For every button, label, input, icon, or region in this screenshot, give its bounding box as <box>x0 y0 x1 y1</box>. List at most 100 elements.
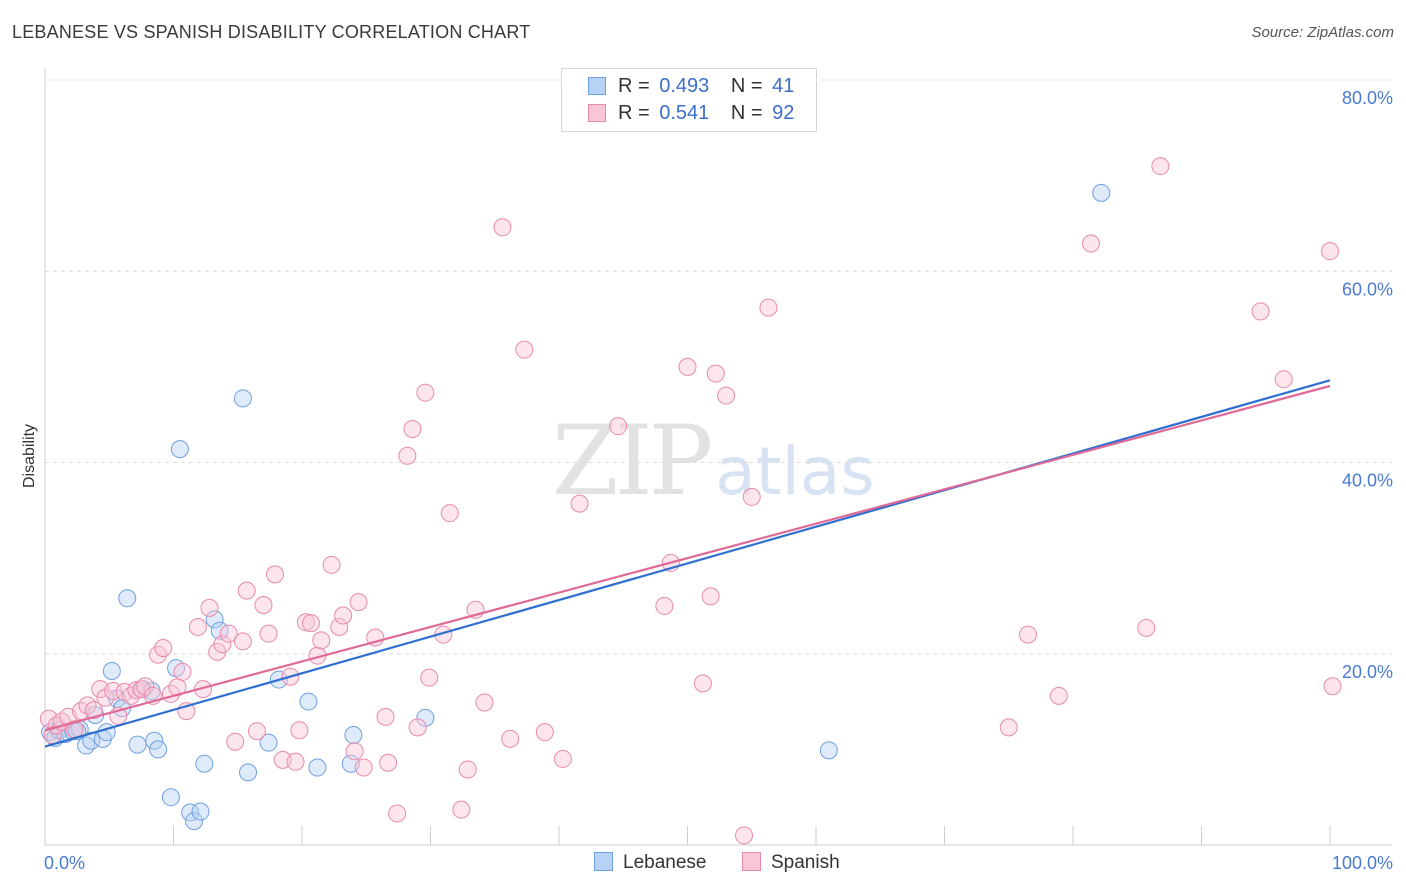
point-spanish <box>200 598 219 617</box>
point-spanish <box>1137 618 1156 637</box>
point-lebanese <box>205 610 224 629</box>
point-spanish <box>266 565 285 584</box>
point-spanish <box>553 749 572 768</box>
point-spanish <box>219 624 238 643</box>
point-spanish <box>1081 234 1100 253</box>
legend-r-label: R = <box>618 102 650 124</box>
point-spanish <box>1151 157 1170 176</box>
point-lebanese <box>308 758 327 777</box>
legend-n-label: N = <box>730 102 763 124</box>
point-lebanese <box>170 440 189 459</box>
point-spanish <box>376 707 395 726</box>
point-spanish <box>1321 242 1339 261</box>
point-spanish <box>188 617 207 636</box>
point-spanish <box>735 826 754 845</box>
point-spanish <box>515 340 534 359</box>
point-spanish <box>259 624 278 643</box>
bottom-legend-label-spanish: Spanish <box>771 852 840 873</box>
point-spanish <box>84 701 103 720</box>
trend-line-spanish <box>44 384 1331 732</box>
point-spanish <box>233 632 252 651</box>
point-lebanese <box>181 803 200 822</box>
point-lebanese <box>416 708 435 727</box>
point-spanish <box>388 804 407 823</box>
point-spanish <box>420 668 439 687</box>
point-spanish <box>408 718 427 737</box>
point-spanish <box>452 800 471 819</box>
point-lebanese <box>161 788 180 807</box>
y-tick-label: 80.0% <box>1342 88 1393 108</box>
point-spanish <box>330 617 349 636</box>
bottom-legend-swatch-spanish <box>742 852 761 871</box>
point-spanish <box>322 555 341 574</box>
bottom-legend-lebanese: Lebanese <box>594 852 706 874</box>
point-spanish <box>655 596 674 615</box>
watermark-atlas: atlas <box>715 433 875 510</box>
point-spanish <box>379 753 398 772</box>
point-spanish <box>354 758 373 777</box>
bottom-legend-swatch-lebanese <box>594 852 613 871</box>
point-spanish <box>759 298 778 317</box>
point-spanish <box>1274 370 1293 389</box>
point-spanish <box>248 722 267 741</box>
trend-line-lebanese <box>44 379 1331 748</box>
point-spanish <box>570 494 589 513</box>
y-tick-label: 60.0% <box>1342 279 1393 299</box>
legend-r-value: 0.493 <box>659 75 710 97</box>
point-spanish <box>706 364 725 383</box>
point-spanish <box>416 383 435 402</box>
point-spanish <box>154 639 173 658</box>
x-tick-label: 100.0% <box>1332 853 1393 873</box>
bottom-legend-spanish: Spanish <box>742 852 840 874</box>
point-lebanese <box>191 802 210 821</box>
trend-lines <box>44 379 1331 748</box>
point-spanish <box>345 742 364 761</box>
point-spanish <box>122 686 141 705</box>
axes <box>44 68 1392 846</box>
watermark: ZIPatlas <box>552 405 875 517</box>
point-spanish <box>693 674 712 693</box>
point-spanish <box>1251 302 1270 321</box>
point-spanish <box>440 504 459 523</box>
point-spanish <box>501 729 520 748</box>
y-tick-label: 40.0% <box>1342 471 1393 491</box>
legend-swatch-lebanese <box>588 77 606 95</box>
point-spanish <box>349 593 368 612</box>
y-axis-title: Disability <box>21 424 38 488</box>
point-lebanese <box>299 692 318 711</box>
point-spanish <box>717 386 736 405</box>
point-lebanese <box>819 741 838 760</box>
point-spanish <box>678 357 697 376</box>
legend-swatch-spanish <box>588 104 606 122</box>
point-lebanese <box>344 726 363 745</box>
point-lebanese <box>185 812 204 831</box>
source-label: Source: ZipAtlas.com <box>1251 24 1394 41</box>
point-spanish <box>296 613 315 632</box>
point-spanish <box>403 420 422 439</box>
point-spanish <box>458 760 477 779</box>
point-spanish <box>290 721 309 740</box>
y-tick-label: 20.0% <box>1342 662 1393 682</box>
point-spanish <box>398 446 417 465</box>
legend-n-value: 41 <box>772 75 795 97</box>
point-spanish <box>254 595 273 614</box>
legend-r-label: R = <box>618 75 650 97</box>
point-spanish <box>475 693 494 712</box>
series-lebanese-points <box>41 183 1111 831</box>
point-spanish <box>312 631 331 650</box>
watermark-zip: ZIP <box>552 405 713 517</box>
chart-title: LEBANESE VS SPANISH DISABILITY CORRELATI… <box>12 22 531 42</box>
point-spanish <box>136 677 155 696</box>
bottom-legend-label-lebanese: Lebanese <box>623 852 707 873</box>
point-spanish <box>226 732 245 751</box>
point-spanish <box>301 614 320 633</box>
point-lebanese <box>77 736 96 755</box>
point-spanish <box>742 487 761 506</box>
stats-legend: R = 0.493 N = 41 R = 0.541 N = 92 <box>561 68 817 132</box>
point-spanish <box>1049 686 1068 705</box>
point-spanish <box>1019 625 1038 644</box>
legend-n-value: 92 <box>772 102 795 124</box>
point-lebanese <box>195 754 214 773</box>
point-spanish <box>173 662 192 681</box>
